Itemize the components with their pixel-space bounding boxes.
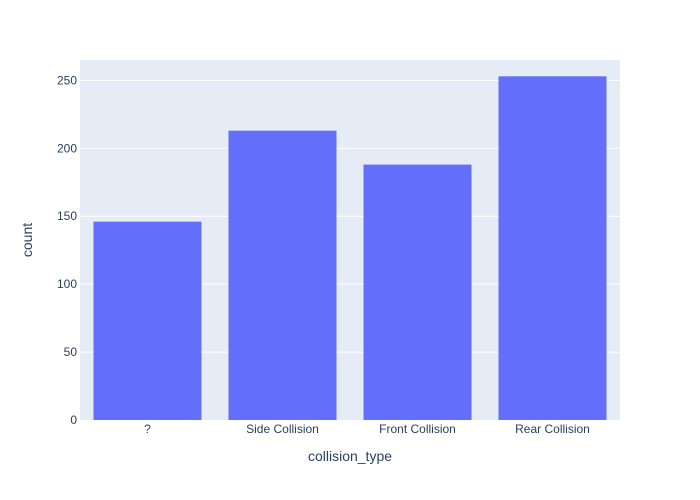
y-tick-label: 150 bbox=[57, 209, 77, 223]
y-tick-label: 200 bbox=[57, 141, 77, 155]
x-tick-label: Front Collision bbox=[379, 422, 456, 436]
x-axis-title: collision_type bbox=[308, 448, 392, 464]
x-tick-labels: ? Side Collision Front Collision Rear Colli… bbox=[144, 422, 590, 436]
y-axis-title: count bbox=[19, 223, 35, 257]
y-tick-label: 100 bbox=[57, 277, 77, 291]
y-tick-labels: 0 50 100 150 200 250 bbox=[57, 73, 77, 427]
y-tick-label: 50 bbox=[64, 345, 78, 359]
y-tick-label: 0 bbox=[70, 413, 77, 427]
bars bbox=[93, 76, 607, 421]
bar[interactable] bbox=[363, 164, 472, 420]
bar[interactable] bbox=[498, 76, 607, 421]
x-tick-label: Side Collision bbox=[246, 422, 319, 436]
bar[interactable] bbox=[93, 221, 202, 420]
y-tick-label: 250 bbox=[57, 73, 77, 87]
bar[interactable] bbox=[228, 130, 337, 420]
x-tick-label: ? bbox=[144, 422, 151, 436]
x-tick-label: Rear Collision bbox=[515, 422, 590, 436]
